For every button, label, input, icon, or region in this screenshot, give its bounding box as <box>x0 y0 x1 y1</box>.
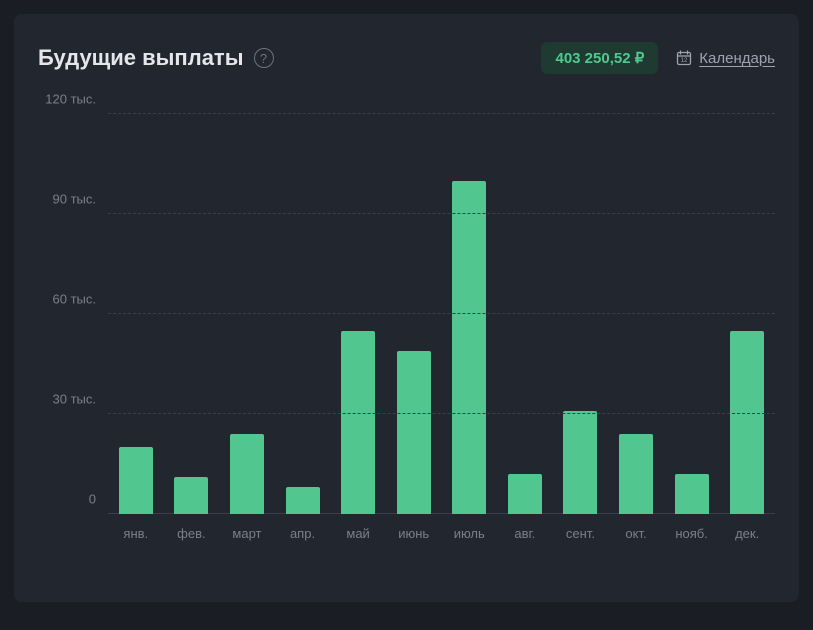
bar[interactable] <box>730 331 764 514</box>
x-tick-label: апр. <box>275 514 331 554</box>
bar-slot <box>664 114 720 514</box>
bar-slot <box>386 114 442 514</box>
bar[interactable] <box>563 411 597 514</box>
bar[interactable] <box>286 487 320 514</box>
y-tick-label: 90 тыс. <box>53 192 96 207</box>
svg-text:12: 12 <box>681 58 688 64</box>
card-title: Будущие выплаты <box>38 45 244 71</box>
bar[interactable] <box>452 181 486 514</box>
gridline <box>108 413 775 414</box>
bar[interactable] <box>397 351 431 514</box>
x-tick-label: дек. <box>719 514 775 554</box>
y-tick-label: 0 <box>89 492 96 507</box>
x-tick-label: май <box>330 514 386 554</box>
bar-slot <box>108 114 164 514</box>
gridline <box>108 313 775 314</box>
header-left: Будущие выплаты ? <box>38 45 274 71</box>
x-tick-label: июнь <box>386 514 442 554</box>
bar[interactable] <box>341 331 375 514</box>
x-tick-label: март <box>219 514 275 554</box>
bars-container <box>108 114 775 514</box>
bar-slot <box>330 114 386 514</box>
gridline <box>108 113 775 114</box>
bar-slot <box>441 114 497 514</box>
x-tick-label: нояб. <box>664 514 720 554</box>
bar[interactable] <box>619 434 653 514</box>
bar[interactable] <box>230 434 264 514</box>
bar-slot <box>497 114 553 514</box>
card-header: Будущие выплаты ? 403 250,52 ₽ 12 Календ… <box>38 42 775 74</box>
bar[interactable] <box>508 474 542 514</box>
bar-slot <box>219 114 275 514</box>
bar-slot <box>275 114 331 514</box>
x-tick-label: июль <box>441 514 497 554</box>
payouts-card: Будущие выплаты ? 403 250,52 ₽ 12 Календ… <box>14 14 799 602</box>
bar-slot <box>719 114 775 514</box>
header-right: 403 250,52 ₽ 12 Календарь <box>541 42 775 74</box>
calendar-icon: 12 <box>676 50 692 66</box>
calendar-link-label: Календарь <box>699 50 775 67</box>
y-tick-label: 120 тыс. <box>45 92 96 107</box>
bar-slot <box>164 114 220 514</box>
x-tick-label: сент. <box>553 514 609 554</box>
bar[interactable] <box>675 474 709 514</box>
x-tick-label: авг. <box>497 514 553 554</box>
x-axis: янв.фев.мартапр.майиюньиюльавг.сент.окт.… <box>108 514 775 554</box>
gridline <box>108 213 775 214</box>
bar-slot <box>608 114 664 514</box>
plot-area <box>108 114 775 514</box>
x-tick-label: фев. <box>164 514 220 554</box>
x-tick-label: янв. <box>108 514 164 554</box>
x-tick-label: окт. <box>608 514 664 554</box>
total-amount-badge: 403 250,52 ₽ <box>541 42 658 74</box>
help-icon[interactable]: ? <box>254 48 274 68</box>
bar[interactable] <box>174 477 208 514</box>
bar-slot <box>553 114 609 514</box>
y-tick-label: 30 тыс. <box>53 392 96 407</box>
bar[interactable] <box>119 447 153 514</box>
y-tick-label: 60 тыс. <box>53 292 96 307</box>
y-axis: 030 тыс.60 тыс.90 тыс.120 тыс. <box>38 114 108 514</box>
calendar-link[interactable]: 12 Календарь <box>676 50 775 67</box>
bar-chart: 030 тыс.60 тыс.90 тыс.120 тыс. янв.фев.м… <box>38 114 775 554</box>
